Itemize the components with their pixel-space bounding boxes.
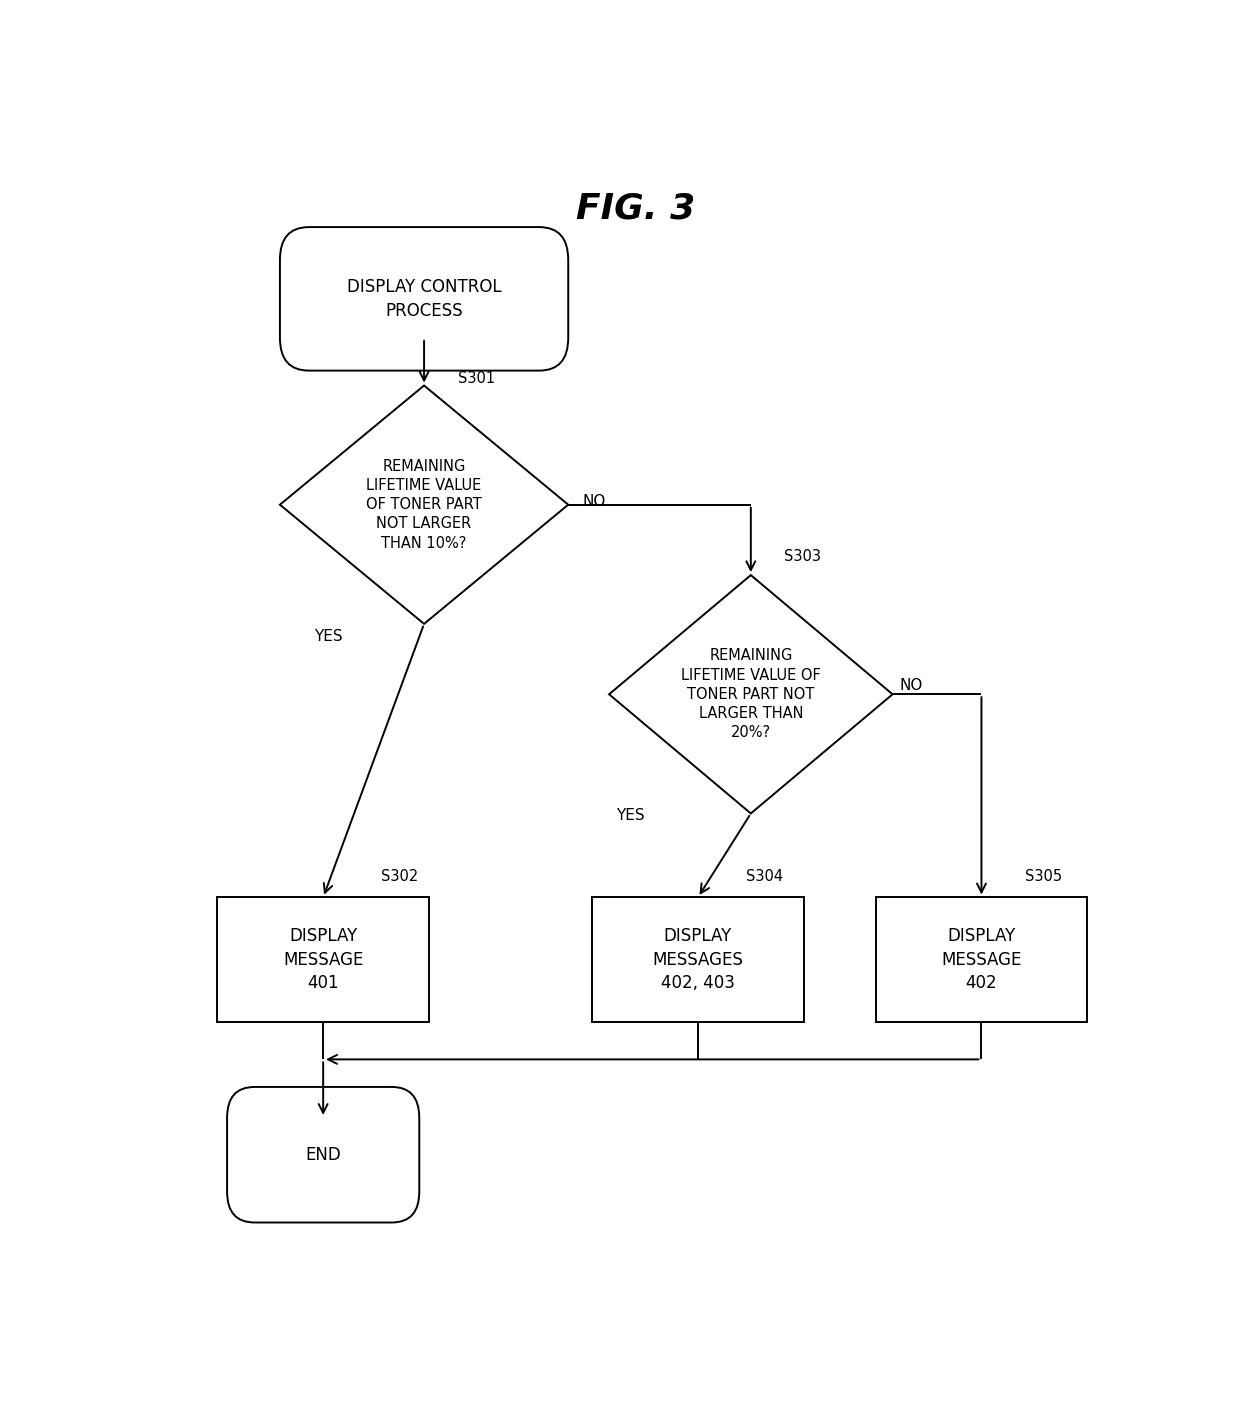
FancyBboxPatch shape	[227, 1088, 419, 1223]
Text: END: END	[305, 1145, 341, 1164]
Text: YES: YES	[616, 808, 645, 823]
Text: DISPLAY
MESSAGES
402, 403: DISPLAY MESSAGES 402, 403	[652, 927, 744, 992]
Text: YES: YES	[314, 629, 342, 644]
Text: DISPLAY CONTROL
PROCESS: DISPLAY CONTROL PROCESS	[347, 279, 501, 319]
Bar	[593, 898, 804, 1021]
Polygon shape	[280, 386, 568, 623]
Text: NO: NO	[900, 678, 923, 694]
Bar	[875, 898, 1087, 1021]
Text: DISPLAY
MESSAGE
401: DISPLAY MESSAGE 401	[283, 927, 363, 992]
Polygon shape	[609, 575, 893, 813]
Text: S303: S303	[785, 549, 821, 564]
Bar	[217, 898, 429, 1021]
Text: FIG. 3: FIG. 3	[575, 191, 696, 227]
Text: REMAINING
LIFETIME VALUE
OF TONER PART
NOT LARGER
THAN 10%?: REMAINING LIFETIME VALUE OF TONER PART N…	[366, 459, 482, 550]
Text: DISPLAY
MESSAGE
402: DISPLAY MESSAGE 402	[941, 927, 1022, 992]
Text: S301: S301	[458, 370, 495, 386]
Text: S304: S304	[746, 870, 784, 884]
Text: S302: S302	[381, 870, 418, 884]
Text: S305: S305	[1024, 870, 1061, 884]
Text: REMAINING
LIFETIME VALUE OF
TONER PART NOT
LARGER THAN
20%?: REMAINING LIFETIME VALUE OF TONER PART N…	[681, 649, 821, 740]
FancyBboxPatch shape	[280, 227, 568, 370]
Text: NO: NO	[583, 494, 606, 509]
